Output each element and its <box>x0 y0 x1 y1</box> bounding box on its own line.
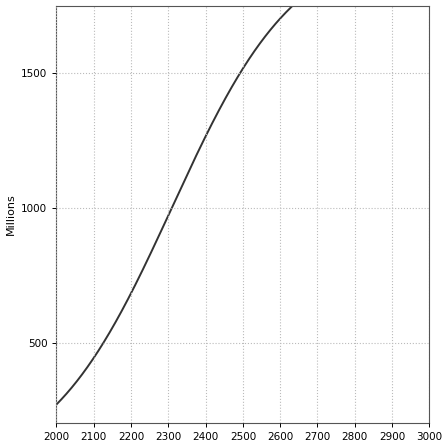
Y-axis label: Millions: Millions <box>5 194 16 235</box>
